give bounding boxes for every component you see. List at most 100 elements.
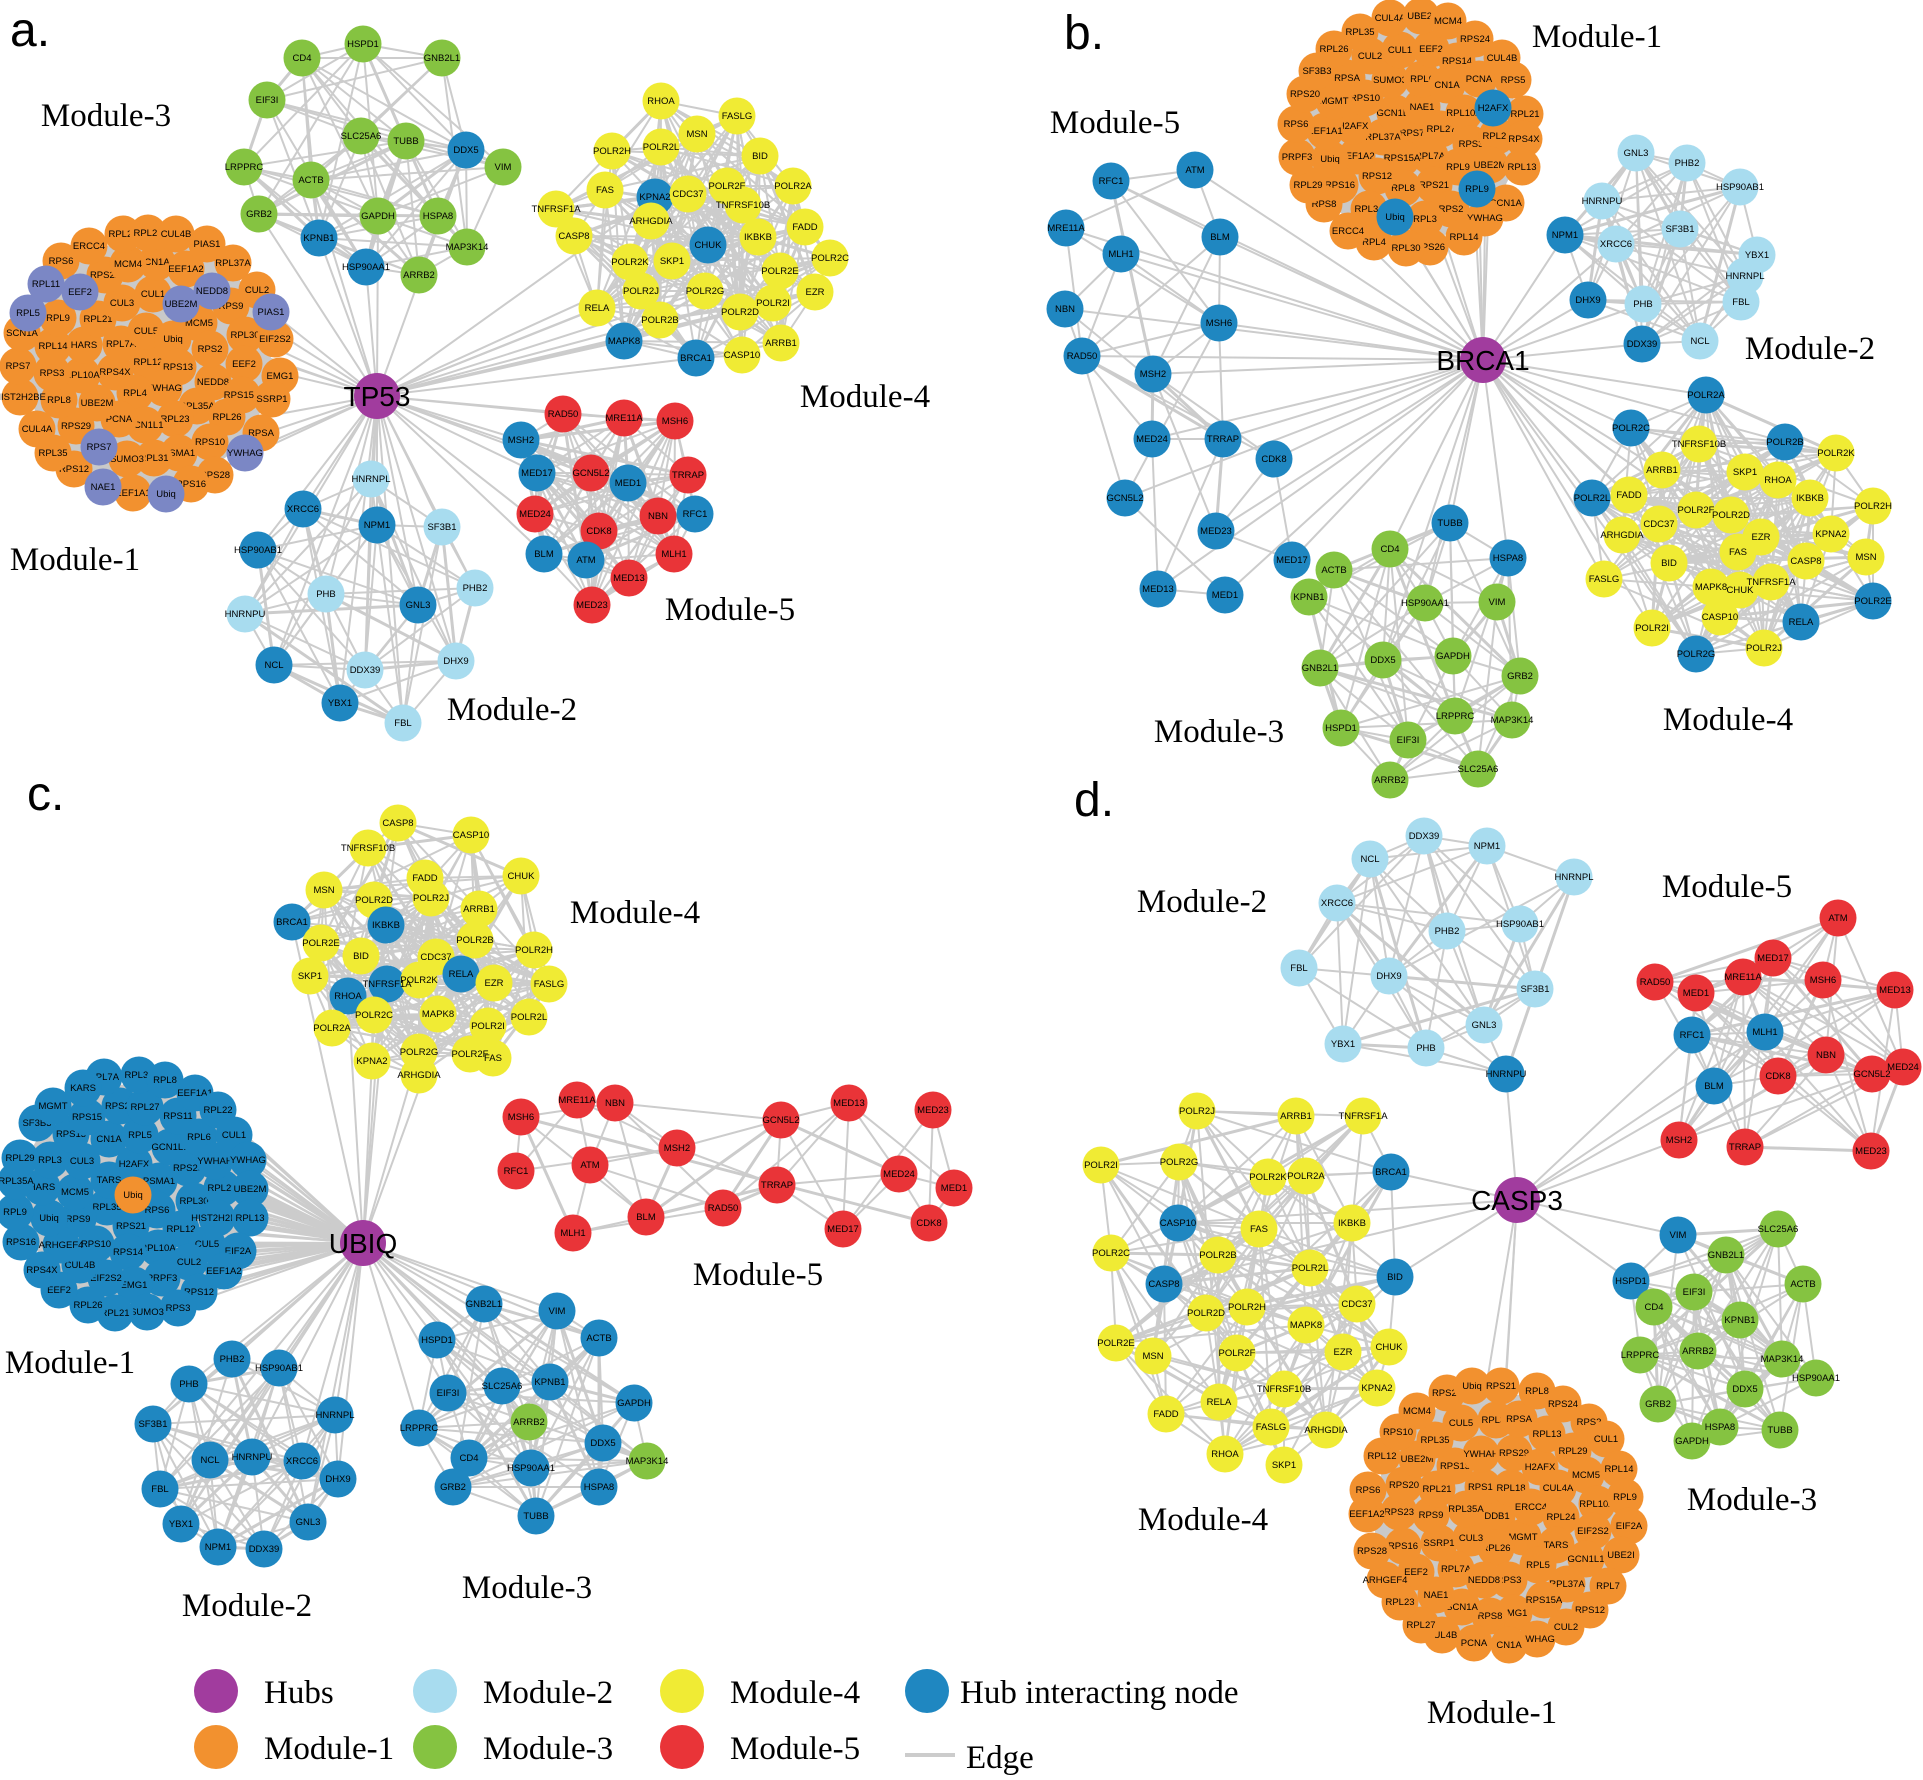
svg-text:MGMT: MGMT (1508, 1532, 1537, 1543)
svg-text:EIF3I: EIF3I (256, 95, 279, 106)
svg-text:MED1: MED1 (615, 478, 641, 489)
svg-text:FADD: FADD (1153, 1409, 1178, 1420)
svg-text:RPS13: RPS13 (1440, 1461, 1470, 1472)
svg-text:ATM: ATM (576, 555, 595, 566)
svg-text:MED23: MED23 (576, 600, 608, 611)
svg-text:Module-3: Module-3 (483, 1731, 613, 1767)
svg-text:MAPK8: MAPK8 (608, 336, 640, 347)
svg-text:GNB2L1: GNB2L1 (466, 1299, 502, 1310)
svg-text:MCM5: MCM5 (185, 318, 213, 329)
svg-text:RPL29: RPL29 (1558, 1446, 1587, 1457)
svg-text:ARRB1: ARRB1 (1646, 465, 1678, 476)
svg-text:FBL: FBL (1732, 297, 1749, 308)
svg-text:HNRNPU: HNRNPU (232, 1452, 273, 1463)
svg-text:b.: b. (1064, 7, 1104, 60)
svg-text:EIF2A: EIF2A (1616, 1521, 1643, 1532)
svg-text:RPL35: RPL35 (92, 1202, 121, 1213)
svg-text:RPS26: RPS26 (1415, 242, 1445, 253)
svg-text:RPS20: RPS20 (1290, 89, 1320, 100)
svg-text:MED23: MED23 (1855, 1146, 1887, 1157)
svg-text:CHUK: CHUK (1376, 1342, 1404, 1353)
svg-text:RPL21: RPL21 (100, 1308, 129, 1319)
svg-text:Module-2: Module-2 (1745, 331, 1875, 367)
svg-text:RFC1: RFC1 (1680, 1030, 1705, 1041)
svg-text:POLR2K: POLR2K (1249, 1172, 1287, 1183)
svg-text:POLR2E: POLR2E (761, 266, 799, 277)
svg-text:Module-1: Module-1 (1427, 1695, 1557, 1731)
svg-text:NCL: NCL (1360, 854, 1379, 865)
svg-text:POLR2F: POLR2F (1219, 1348, 1256, 1359)
svg-text:MCM4: MCM4 (1403, 1406, 1431, 1417)
svg-text:DDX5: DDX5 (453, 145, 478, 156)
svg-text:MSH6: MSH6 (1206, 318, 1232, 329)
svg-text:CHUK: CHUK (695, 240, 723, 251)
svg-text:NPM1: NPM1 (205, 1542, 231, 1553)
svg-text:GAPDH: GAPDH (361, 211, 395, 222)
svg-text:Module-1: Module-1 (5, 1345, 135, 1381)
svg-text:PRPF3: PRPF3 (147, 1273, 178, 1284)
svg-text:RPL23: RPL23 (160, 414, 189, 425)
svg-text:TRRAP: TRRAP (761, 1180, 793, 1191)
svg-text:EEF2: EEF2 (68, 287, 92, 298)
svg-text:SF3B1: SF3B1 (427, 522, 456, 533)
svg-text:MED24: MED24 (1136, 434, 1168, 445)
svg-text:EEF1A2: EEF1A2 (1349, 1509, 1384, 1520)
svg-text:MGMT: MGMT (1319, 96, 1348, 107)
svg-text:POLR2D: POLR2D (1187, 1308, 1225, 1319)
svg-text:CDK8: CDK8 (1765, 1071, 1790, 1082)
svg-text:CASP10: CASP10 (1702, 612, 1738, 623)
svg-text:Module-4: Module-4 (570, 895, 700, 931)
svg-text:CUL4B: CUL4B (1487, 53, 1518, 64)
svg-text:CUL3: CUL3 (110, 298, 134, 309)
svg-text:NBN: NBN (648, 511, 668, 522)
svg-text:POLR2D: POLR2D (721, 307, 759, 318)
svg-text:Ubiq: Ubiq (1385, 212, 1405, 223)
svg-text:CUL2: CUL2 (245, 285, 269, 296)
svg-text:RPL35A: RPL35A (179, 401, 215, 412)
svg-text:RPL6: RPL6 (1410, 74, 1434, 85)
svg-text:RFC1: RFC1 (683, 509, 708, 520)
svg-text:PHB2: PHB2 (1435, 926, 1460, 937)
svg-text:PCNA: PCNA (106, 414, 133, 425)
svg-text:MSH2: MSH2 (664, 1143, 690, 1154)
svg-text:BLM: BLM (636, 1212, 656, 1223)
svg-text:MGMT: MGMT (38, 1101, 67, 1112)
svg-text:KPNB1: KPNB1 (1293, 592, 1324, 603)
svg-text:POLR2H: POLR2H (1854, 501, 1892, 512)
svg-text:Ubiq: Ubiq (1462, 1381, 1482, 1392)
svg-text:UBE2I: UBE2I (1407, 11, 1434, 22)
svg-text:TNFRSF10B: TNFRSF10B (1257, 1384, 1311, 1395)
svg-text:POLR2F: POLR2F (1678, 505, 1715, 516)
svg-text:Module-4: Module-4 (800, 379, 930, 415)
svg-text:ACTB: ACTB (1790, 1279, 1815, 1290)
svg-text:VIM: VIM (1489, 597, 1506, 608)
svg-text:DDX39: DDX39 (1627, 339, 1658, 350)
svg-text:RPL9: RPL9 (46, 313, 70, 324)
svg-text:RPL7A: RPL7A (89, 1072, 120, 1083)
svg-text:RPS8: RPS8 (1478, 1611, 1503, 1622)
svg-text:NPM1: NPM1 (1474, 841, 1500, 852)
svg-text:MLH1: MLH1 (661, 549, 686, 560)
svg-text:Module-2: Module-2 (447, 692, 577, 728)
svg-text:CN1A: CN1A (1496, 1640, 1522, 1651)
svg-text:Ubiq: Ubiq (163, 334, 183, 345)
svg-text:RPL22: RPL22 (108, 229, 137, 240)
svg-text:RPS21: RPS21 (1486, 1381, 1516, 1392)
svg-text:XRCC6: XRCC6 (1321, 898, 1353, 909)
svg-text:RPL21: RPL21 (83, 314, 112, 325)
svg-text:RAD50: RAD50 (548, 409, 579, 420)
svg-text:GCN1L1: GCN1L1 (1568, 1554, 1605, 1565)
svg-text:ARRB2: ARRB2 (513, 1417, 545, 1428)
svg-text:CUL4B: CUL4B (161, 229, 192, 240)
svg-text:RPL10A: RPL10A (140, 1243, 176, 1254)
svg-text:RPS3: RPS3 (1459, 139, 1484, 150)
svg-text:POLR2H: POLR2H (1228, 1302, 1266, 1313)
svg-text:RPL9: RPL9 (1465, 184, 1489, 195)
svg-text:MLH1: MLH1 (1108, 249, 1133, 260)
svg-text:MRE11A: MRE11A (1047, 223, 1085, 234)
svg-text:MED13: MED13 (833, 1098, 865, 1109)
svg-text:RPL23: RPL23 (1385, 1597, 1414, 1608)
svg-text:VIM: VIM (549, 1306, 566, 1317)
svg-text:FADD: FADD (1616, 490, 1641, 501)
svg-text:POLR2H: POLR2H (515, 945, 553, 956)
